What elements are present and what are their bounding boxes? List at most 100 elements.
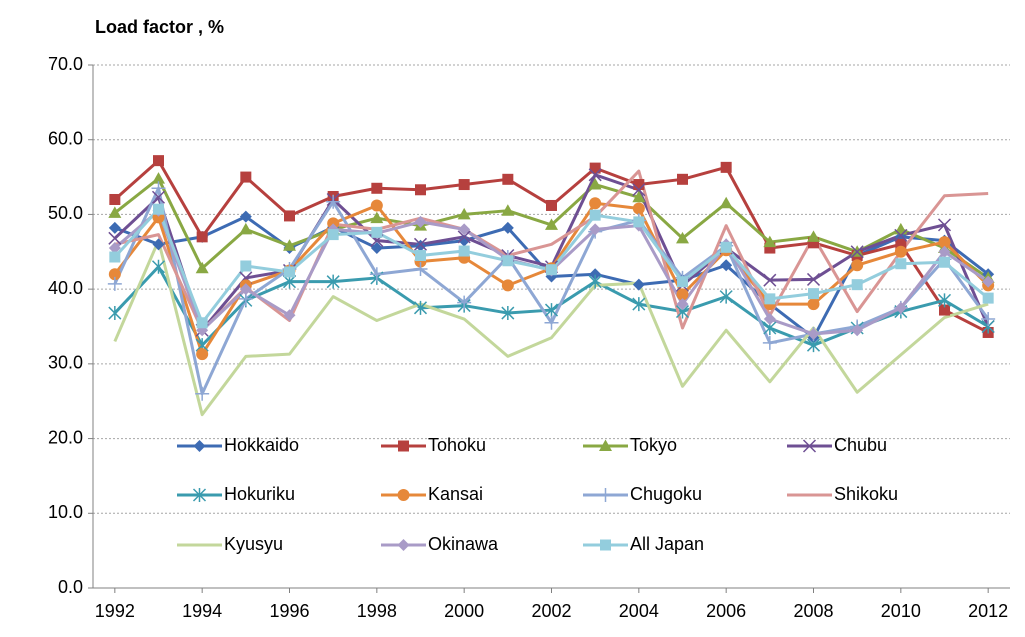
y-tick-label: 20.0: [48, 427, 83, 447]
marker: [153, 155, 164, 167]
legend-label: Hokuriku: [224, 484, 295, 504]
y-tick-label: 60.0: [48, 128, 83, 148]
marker: [151, 190, 166, 204]
marker: [240, 260, 252, 272]
marker: [397, 539, 410, 551]
marker: [895, 238, 907, 250]
legend-label: Tokyo: [630, 435, 677, 455]
marker: [544, 315, 559, 330]
marker: [764, 293, 776, 305]
marker: [457, 207, 471, 220]
legend-label: Shikoku: [834, 484, 898, 504]
marker: [589, 209, 601, 221]
marker: [600, 539, 611, 551]
marker: [107, 276, 122, 291]
marker: [371, 226, 383, 238]
legend-item: Shikoku: [787, 484, 898, 504]
marker: [851, 279, 863, 291]
marker: [370, 242, 383, 255]
legend-label: Okinawa: [428, 534, 499, 554]
marker: [808, 288, 819, 300]
marker: [938, 236, 951, 249]
legend-item: All Japan: [583, 534, 704, 554]
marker: [327, 229, 339, 241]
legend-label: Tohoku: [428, 435, 486, 455]
y-tick-label: 40.0: [48, 278, 83, 298]
marker: [369, 267, 384, 282]
marker: [109, 193, 121, 205]
marker: [632, 183, 646, 197]
marker: [633, 179, 645, 191]
marker: [982, 275, 995, 288]
marker: [939, 304, 950, 316]
marker: [544, 303, 559, 318]
marker: [762, 335, 777, 350]
marker: [894, 228, 908, 242]
marker: [192, 488, 207, 502]
legend-label: Kyusyu: [224, 534, 283, 554]
x-tick-label: 2002: [531, 601, 571, 621]
legend-label: Hokkaido: [224, 435, 299, 455]
marker: [413, 300, 428, 315]
marker: [720, 161, 732, 173]
marker: [502, 255, 514, 267]
marker: [851, 324, 864, 337]
marker: [894, 301, 907, 314]
legend-item: Kyusyu: [177, 534, 283, 554]
marker: [588, 168, 602, 182]
marker: [458, 245, 470, 257]
marker: [371, 182, 383, 194]
marker: [415, 250, 426, 262]
marker: [415, 184, 426, 196]
marker: [676, 298, 689, 311]
x-tick-label: 2006: [706, 601, 746, 621]
marker: [545, 218, 558, 230]
legend-item: Tokyo: [583, 435, 677, 455]
marker: [677, 276, 688, 288]
marker: [239, 210, 252, 223]
marker: [283, 239, 296, 251]
marker: [589, 197, 602, 210]
marker: [397, 489, 410, 501]
x-tick-label: 2004: [619, 601, 659, 621]
marker: [546, 264, 557, 276]
marker: [108, 206, 122, 218]
marker: [240, 171, 252, 183]
marker: [676, 288, 689, 301]
y-tick-label: 10.0: [48, 502, 83, 522]
marker: [457, 230, 471, 244]
marker: [398, 440, 409, 452]
marker: [152, 238, 165, 251]
x-tick-label: 2012: [968, 601, 1008, 621]
marker: [501, 221, 514, 234]
marker: [895, 258, 907, 270]
marker: [763, 273, 777, 287]
marker: [151, 259, 166, 274]
marker: [589, 268, 602, 281]
marker: [807, 327, 820, 340]
marker: [284, 266, 295, 278]
marker: [802, 439, 817, 453]
marker: [894, 245, 907, 258]
legend-label: Kansai: [428, 484, 483, 504]
legend-item: Okinawa: [381, 534, 499, 554]
marker: [546, 199, 557, 211]
marker: [195, 261, 209, 274]
marker: [239, 222, 253, 235]
marker: [108, 231, 122, 245]
marker: [589, 162, 601, 174]
x-tick-label: 2010: [881, 601, 921, 621]
marker: [633, 216, 645, 228]
x-tick-label: 1996: [269, 601, 309, 621]
marker: [283, 309, 296, 322]
marker: [458, 223, 471, 236]
legend-label: Chugoku: [630, 484, 702, 504]
marker: [939, 256, 950, 268]
marker: [677, 173, 688, 185]
y-tick-label: 70.0: [48, 54, 83, 74]
marker: [764, 242, 776, 254]
x-tick-label: 1992: [95, 601, 135, 621]
marker: [196, 348, 209, 361]
marker: [981, 312, 996, 327]
